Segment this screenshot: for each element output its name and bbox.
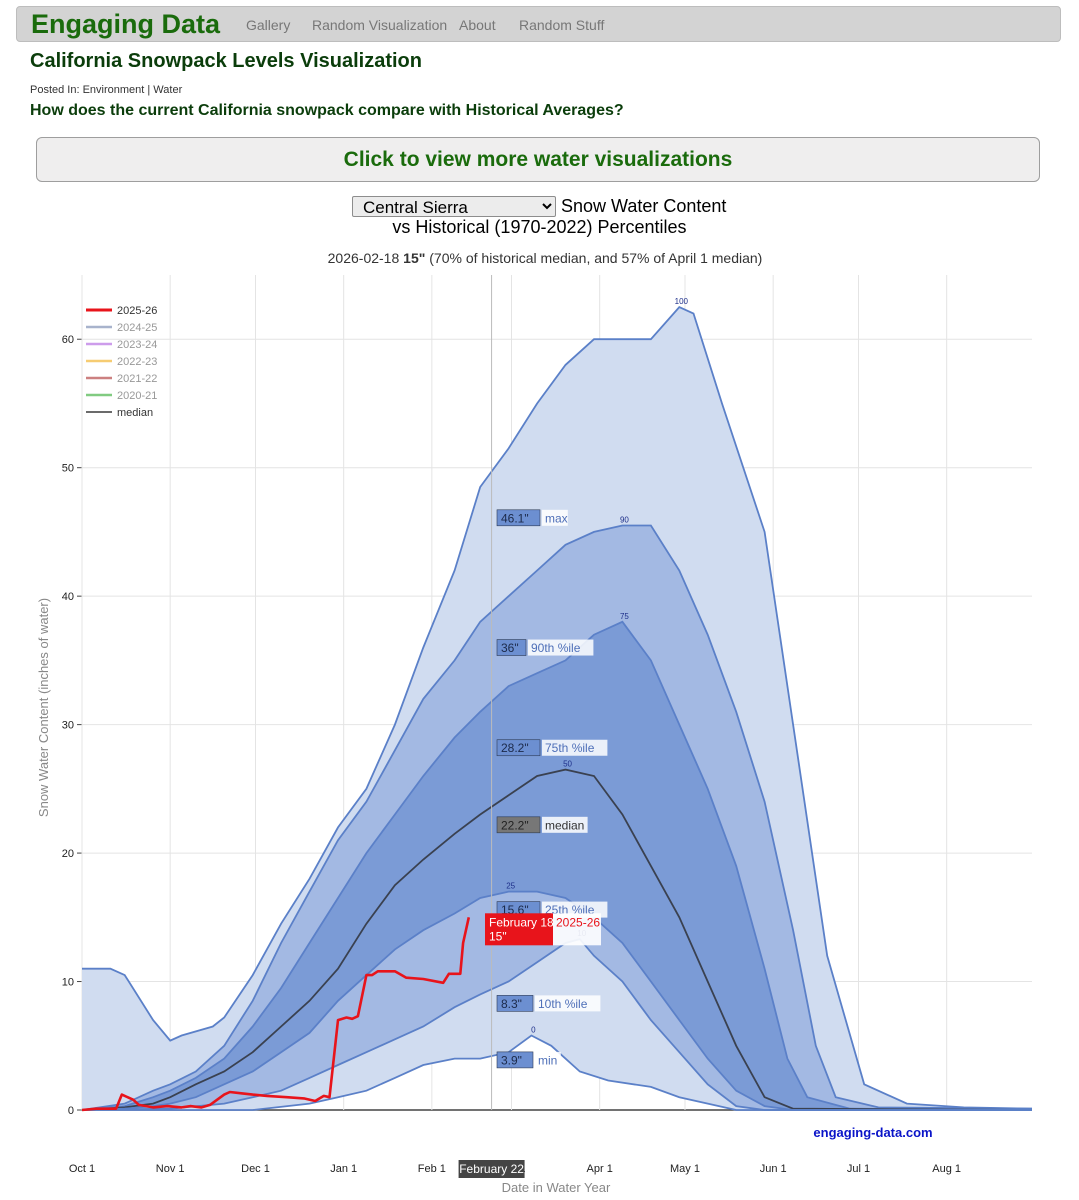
hover-label-value-min: 3.9" [501, 1053, 522, 1067]
summary-date: 2026-02-18 [328, 250, 404, 266]
y-axis-title: Snow Water Content (inches of water) [36, 598, 51, 817]
current-hover-name-bg [553, 913, 601, 946]
series-line-10th-ile [81, 938, 1032, 1111]
hover-label-value-75th-ile: 28.2" [501, 741, 529, 755]
x-tick-label: Jan 1 [330, 1163, 357, 1175]
y-tick-label: 60 [62, 334, 74, 346]
legend-label-2022-23: 2022-23 [117, 356, 157, 368]
hover-label-name-max: max [545, 511, 568, 525]
chart-title-line2: vs Historical (1970-2022) Percentiles [392, 217, 687, 237]
percentile-tag-max: 100 [675, 297, 689, 306]
nav-random-visualization-link[interactable]: Random Visualization [312, 17, 448, 33]
hover-label-name-bg-median [542, 816, 588, 833]
hover-label-name-bg-75th-ile [542, 739, 608, 756]
hover-label-value-90th-ile: 36" [501, 641, 519, 655]
percentile-tag-90th-ile: 90 [620, 516, 629, 525]
x-tick-label: Jun 1 [760, 1163, 787, 1175]
legend-label-2023-24: 2023-24 [117, 339, 157, 351]
percentile-tag-25th-ile: 25 [506, 882, 515, 891]
hover-label-box-75th-ile [496, 739, 541, 757]
posted-in: Posted In: Environment | Water [30, 84, 183, 96]
hover-label-box-median [496, 816, 541, 834]
percentile-tag-75th-ile: 75 [620, 612, 629, 621]
x-tick-label: Apr 1 [587, 1163, 613, 1175]
page-title: California Snowpack Levels Visualization [30, 50, 422, 72]
x-tick-label: Aug 1 [932, 1163, 961, 1175]
region-select[interactable]: Central Sierra [352, 196, 556, 217]
x-tick-label: Nov 1 [156, 1163, 185, 1175]
hover-x-label-box [458, 1160, 525, 1178]
series-line-current-season [81, 917, 471, 1112]
y-tick-label: 10 [62, 977, 74, 989]
series-line-min [82, 1034, 1032, 1111]
current-hover-box [485, 913, 553, 946]
chart-title-line1: Snow Water Content [561, 196, 727, 216]
series-line-75th-ile [81, 620, 1033, 1111]
x-tick-label: Oct 1 [69, 1163, 95, 1175]
current-hover-value: 15" [489, 929, 507, 943]
hover-label-value-max: 46.1" [501, 511, 529, 525]
percentile-tag-median: 50 [563, 760, 572, 769]
hover-label-box-90th-ile [496, 639, 527, 656]
hover-label-name-bg-90th-ile [528, 639, 594, 656]
hover-label-name-min: min [538, 1053, 557, 1067]
x-tick-label: Jul 1 [847, 1163, 870, 1175]
y-tick-label: 30 [62, 720, 74, 732]
snowpack-chart: 0 10 20 30 40 50 60 Oct 1 Nov 1 Dec 1 Jan 1 Feb 1 Ma… [36, 250, 1033, 1195]
x-axis-title: Date in Water Year [502, 1180, 611, 1195]
x-tick-label: Feb 1 [418, 1163, 446, 1175]
legend-label-2020-21: 2020-21 [117, 390, 157, 402]
current-hover-name: 2025-26 [556, 915, 600, 929]
hover-label-name-75th-ile: 75th %ile [545, 741, 595, 755]
x-tick-label: May 1 [670, 1163, 700, 1175]
summary-value: 15" [403, 250, 425, 266]
nav-random-stuff-link[interactable]: Random Stuff [519, 17, 605, 33]
current-hover-date: February 18 [489, 915, 554, 929]
hover-label-value-median: 22.2" [501, 818, 529, 832]
hover-label-name-bg-min [535, 1051, 561, 1068]
y-tick-label: 20 [62, 848, 74, 860]
nav-about-link[interactable]: About [459, 17, 496, 33]
series-line-90th-ile [81, 524, 1033, 1111]
series-line-25th-ile [81, 890, 1032, 1111]
more-water-visualizations-button[interactable]: Click to view more water visualizations [36, 137, 1040, 182]
page-question: How does the current California snowpack… [30, 102, 624, 119]
hover-label-name-bg-10th-ile [535, 995, 601, 1012]
y-tick-label: 0 [68, 1105, 74, 1117]
y-tick-label: 50 [62, 463, 74, 475]
watermark-link: engaging-data.com [813, 1125, 932, 1140]
hover-label-name-10th-ile: 10th %ile [538, 997, 588, 1011]
brand-link[interactable]: Engaging Data [31, 9, 221, 39]
legend-label-2025-26: 2025-26 [117, 305, 157, 317]
hover-label-value-10th-ile: 8.3" [501, 997, 522, 1011]
hover-label-box-10th-ile [496, 995, 534, 1012]
navbar: Engaging Data Gallery Random Visualizati… [16, 6, 1061, 42]
legend-label-2024-25: 2024-25 [117, 322, 157, 334]
series-line-max [82, 306, 1033, 1110]
nav-gallery-link[interactable]: Gallery [246, 17, 291, 33]
x-tick-label: Dec 1 [241, 1163, 270, 1175]
legend-label-median: median [117, 407, 153, 419]
percentile-tag-min: 0 [531, 1025, 536, 1034]
hover-label-box-max [496, 509, 541, 527]
hover-label-box-min [496, 1051, 534, 1069]
summary-suffix: (70% of historical median, and 57% of Ap… [425, 250, 762, 266]
hover-label-name-median: median [545, 818, 584, 832]
y-tick-label: 40 [62, 591, 74, 603]
hover-label-name-bg-max [542, 509, 568, 526]
band-75th-ile-to-25th-ile [82, 621, 1032, 1110]
hover-label-name-90th-ile: 90th %ile [531, 641, 581, 655]
series-line-median [81, 768, 1033, 1111]
legend-label-2021-22: 2021-22 [117, 373, 157, 385]
hover-x-label: February 22 [459, 1162, 524, 1176]
chart-summary: 2026-02-18 15" (70% of historical median… [328, 250, 763, 266]
